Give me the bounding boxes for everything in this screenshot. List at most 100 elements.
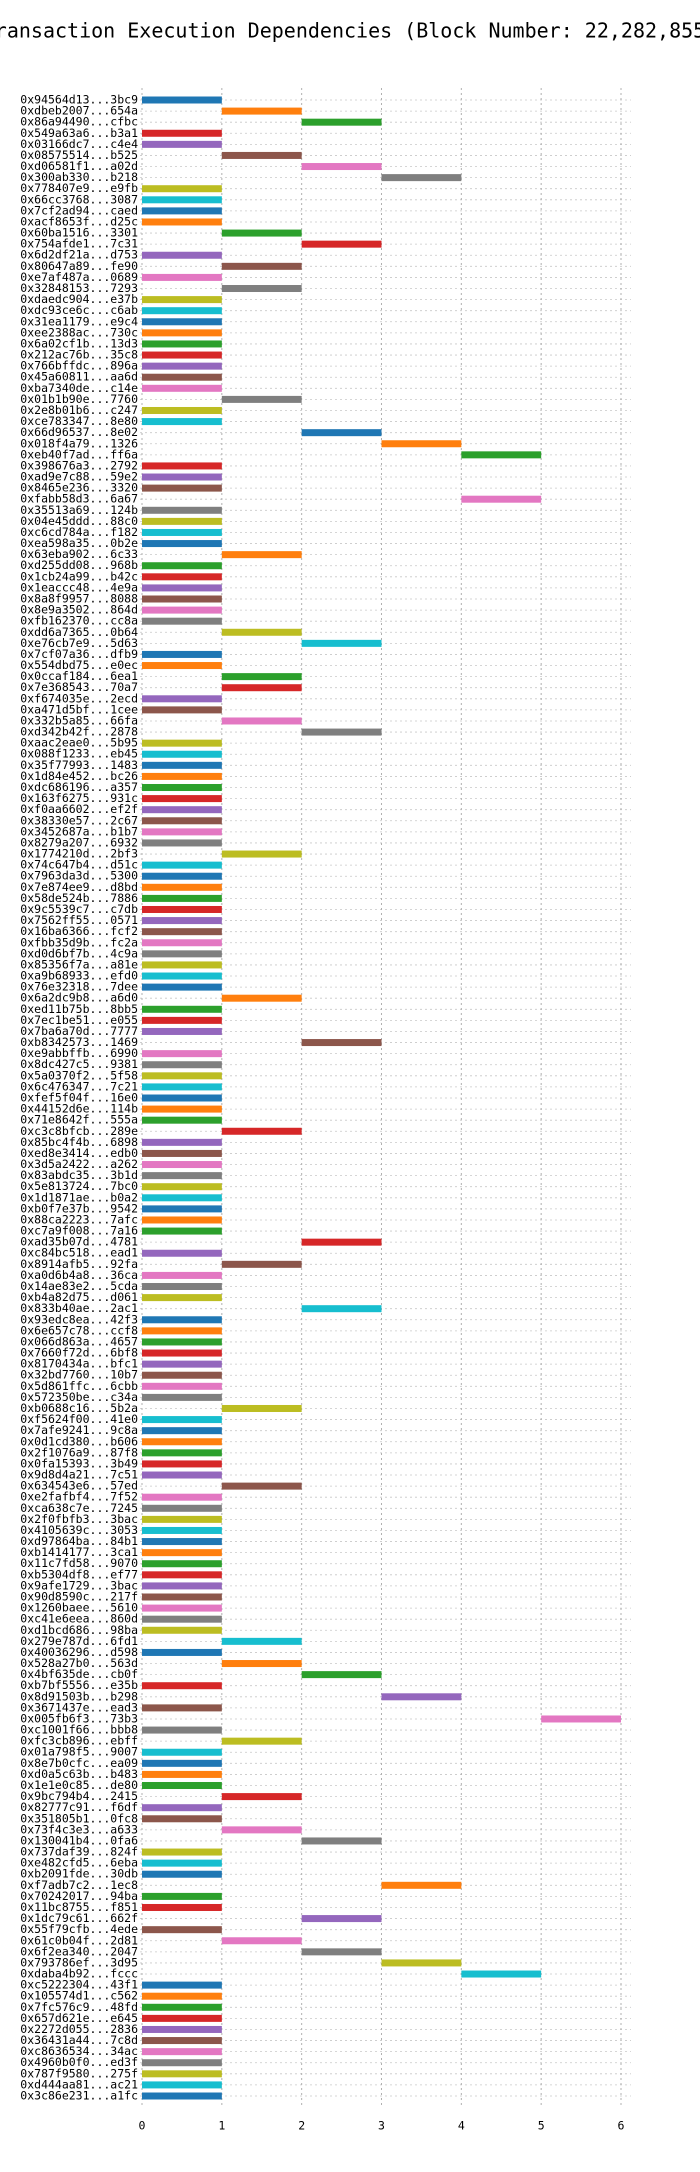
y-tick-label: 0x8dc427c5...9381	[20, 1057, 138, 1071]
bar	[142, 1604, 222, 1612]
y-tick-label: 0xaac2eae0...5b95	[20, 736, 138, 750]
bar	[142, 384, 222, 392]
bar	[142, 1416, 222, 1424]
x-tick-label: 1	[218, 2119, 225, 2133]
bar	[142, 1593, 222, 1601]
y-tick-label: 0xd06581f1...a02d	[20, 159, 138, 173]
bar	[142, 928, 222, 936]
y-tick-label: 0x11c7fd58...9070	[20, 1556, 138, 1570]
bar	[142, 1748, 222, 1756]
bar	[221, 1260, 302, 1268]
bar	[301, 429, 382, 437]
bar	[221, 1127, 302, 1135]
bar	[142, 562, 222, 570]
x-tick-label: 4	[458, 2119, 465, 2133]
y-tick-label: 0x8170434a...bfc1	[20, 1357, 138, 1371]
y-tick-label: 0x9c5539c7...c7db	[20, 902, 138, 916]
y-tick-label: 0x8279a207...6932	[20, 835, 138, 849]
y-tick-label: 0xfef5f04f...16e0	[20, 1091, 138, 1105]
y-tick-label: 0xb2091fde...30db	[20, 1867, 138, 1881]
bar	[142, 595, 222, 603]
bar	[142, 528, 222, 536]
y-tick-label: 0x83abdc35...3b1d	[20, 1168, 138, 1182]
y-tick-label: 0x3671437e...ead3	[20, 1700, 138, 1714]
y-tick-label: 0xfabb58d3...6a67	[20, 492, 138, 506]
bar	[142, 706, 222, 714]
bar	[221, 1404, 302, 1412]
y-tick-label: 0xa0d6b4a8...36ca	[20, 1268, 138, 1282]
bar	[301, 1837, 382, 1845]
bar	[221, 395, 302, 403]
bar	[142, 1782, 222, 1790]
y-tick-label: 0xd255dd08...968b	[20, 558, 138, 572]
bar	[142, 273, 222, 281]
y-tick-label: 0x018f4a79...1326	[20, 436, 138, 450]
bar	[142, 1016, 222, 1024]
y-tick-label: 0x5d861ffc...6cbb	[20, 1379, 138, 1393]
bar	[221, 262, 302, 270]
bar	[142, 1449, 222, 1457]
bar	[142, 883, 222, 891]
bar	[142, 905, 222, 913]
y-tick-label: 0x6a2dc9b8...a6d0	[20, 991, 138, 1005]
y-tick-label: 0xeb40f7ad...ff6a	[20, 447, 138, 461]
y-tick-label: 0xb8342573...1469	[20, 1035, 138, 1049]
bar	[301, 639, 382, 647]
x-tick-label: 5	[538, 2119, 545, 2133]
y-tick-label: 0x11bc8755...f851	[20, 1900, 138, 1914]
y-tick-label: 0x94564d13...3bc9	[20, 93, 138, 107]
y-tick-label: 0x58de524b...7886	[20, 891, 138, 905]
y-tick-label: 0x9d8d4a21...7c51	[20, 1468, 138, 1482]
bar	[142, 506, 222, 514]
bar	[221, 229, 302, 237]
bar	[142, 1183, 222, 1191]
bar	[142, 373, 222, 381]
bar	[221, 285, 302, 293]
y-tick-label: 0x31ea1179...e9c4	[20, 314, 138, 328]
y-tick-label: 0xf674035e...2ecd	[20, 691, 138, 705]
bar	[142, 1083, 222, 1091]
y-tick-label: 0xe76cb7e9...5d63	[20, 636, 138, 650]
bar	[221, 1737, 302, 1745]
bar	[142, 351, 222, 359]
y-tick-label: 0x766bffdc...896a	[20, 359, 138, 373]
y-tick-label: 0x1cb24a99...b42c	[20, 569, 138, 583]
bar	[142, 2037, 222, 2045]
bar	[301, 1305, 382, 1313]
bar	[142, 1027, 222, 1035]
y-tick-label: 0xba7340de...c14e	[20, 381, 138, 395]
y-tick-label: 0x6d2df21a...d753	[20, 248, 138, 262]
bar	[221, 1637, 302, 1645]
y-tick-label: 0x1eaccc48...4e9a	[20, 580, 138, 594]
bar	[142, 2025, 222, 2033]
y-tick-label: 0x066d863a...4657	[20, 1334, 138, 1348]
bar	[142, 1382, 222, 1390]
y-tick-label: 0xfb162370...cc8a	[20, 614, 138, 628]
bar	[142, 296, 222, 304]
bar	[142, 1571, 222, 1579]
y-tick-label: 0xb0688c16...5b2a	[20, 1401, 138, 1415]
y-tick-label: 0x549a63a6...b3a1	[20, 126, 138, 140]
y-tick-label: 0x778407e9...e9fb	[20, 181, 138, 195]
bar	[142, 1682, 222, 1690]
y-tick-label: 0xd0a5c63b...b483	[20, 1767, 138, 1781]
y-tick-label: 0x04e45ddd...88c0	[20, 514, 138, 528]
bar	[221, 1937, 302, 1945]
y-tick-label: 0x35513a69...124b	[20, 503, 138, 517]
y-tick-label: 0xdaedc904...e37b	[20, 292, 138, 306]
y-tick-label: 0x8e9a3502...864d	[20, 603, 138, 617]
y-tick-label: 0xdd6a7365...0b64	[20, 625, 138, 639]
bar	[461, 1970, 542, 1978]
y-tick-label: 0xc5222304...43f1	[20, 1978, 138, 1992]
y-tick-label: 0x61c0b04f...2d81	[20, 1933, 138, 1947]
y-tick-label: 0x88ca2223...7afc	[20, 1212, 138, 1226]
bar	[142, 1360, 222, 1368]
y-tick-label: 0x80647a89...fe90	[20, 259, 138, 273]
bar	[142, 1327, 222, 1335]
y-tick-label: 0x63eba902...6c33	[20, 547, 138, 561]
bar	[142, 540, 222, 548]
y-tick-label: 0x7963da3d...5300	[20, 869, 138, 883]
y-tick-label: 0xe2fafbf4...7f52	[20, 1490, 138, 1504]
bar	[142, 1161, 222, 1169]
y-tick-label: 0x74c647b4...d51c	[20, 858, 138, 872]
